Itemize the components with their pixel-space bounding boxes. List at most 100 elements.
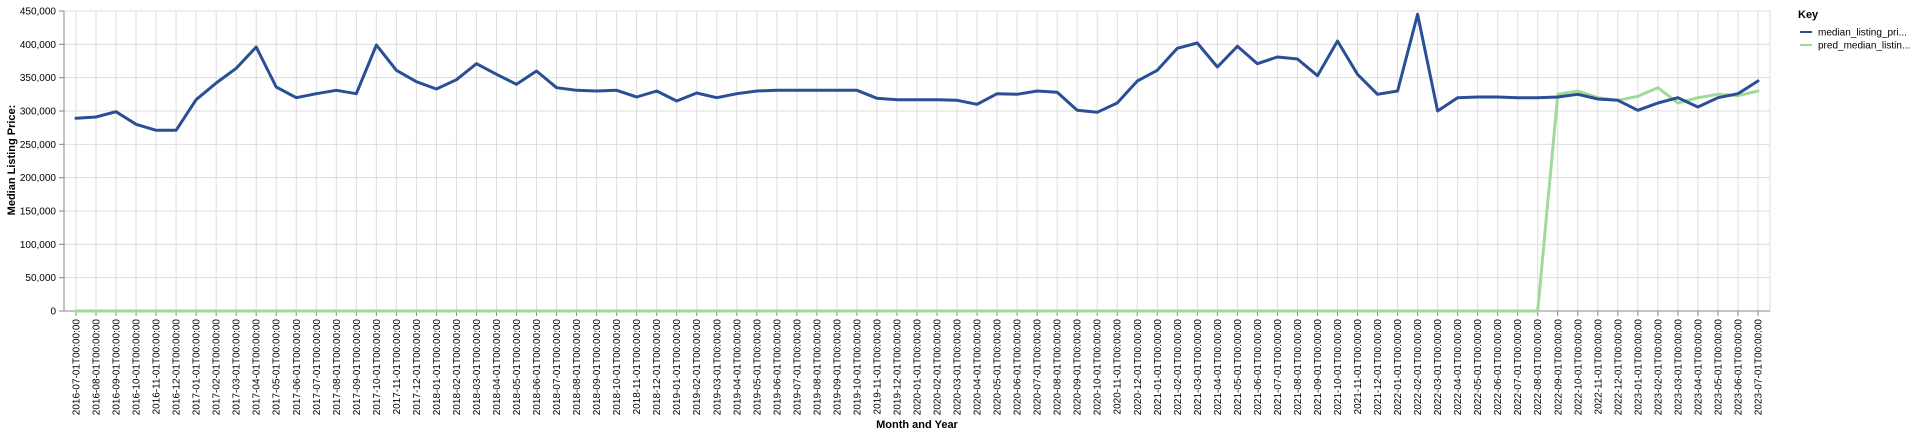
y-tick-label: 300,000	[20, 107, 57, 118]
x-tick-label: 2018-01-01T00:00:00	[432, 319, 443, 416]
x-tick-label: 2020-03-01T00:00:00	[953, 319, 964, 416]
x-tick-label: 2019-06-01T00:00:00	[772, 319, 783, 416]
x-tick-label: 2020-09-01T00:00:00	[1073, 319, 1084, 416]
x-tick-label: 2020-05-01T00:00:00	[993, 319, 1004, 416]
x-tick-label: 2017-03-01T00:00:00	[232, 319, 243, 416]
x-tick-label: 2017-04-01T00:00:00	[252, 319, 263, 416]
x-tick-label: 2019-02-01T00:00:00	[692, 319, 703, 416]
x-tick-label: 2017-05-01T00:00:00	[272, 319, 283, 416]
x-tick-label: 2018-06-01T00:00:00	[532, 319, 543, 416]
x-tick-label: 2016-12-01T00:00:00	[172, 319, 183, 416]
x-tick-label: 2023-05-01T00:00:00	[1713, 319, 1724, 416]
x-tick-label: 2023-07-01T00:00:00	[1754, 319, 1765, 416]
x-tick-label: 2021-05-01T00:00:00	[1233, 319, 1244, 416]
legend: Key median_listing_pri... pred_median_lis…	[1798, 9, 1910, 52]
x-axis-title: Month and Year	[876, 419, 958, 431]
x-tick-label: 2017-11-01T00:00:00	[392, 319, 403, 415]
x-tick-label: 2016-10-01T00:00:00	[132, 319, 143, 416]
x-tick-label: 2016-09-01T00:00:00	[112, 319, 123, 416]
x-tick-label: 2021-09-01T00:00:00	[1313, 319, 1324, 416]
x-tick-label: 2021-06-01T00:00:00	[1253, 319, 1264, 416]
x-tick-label: 2020-12-01T00:00:00	[1133, 319, 1144, 416]
x-tick-label: 2022-05-01T00:00:00	[1473, 319, 1484, 416]
x-tick-label: 2019-05-01T00:00:00	[752, 319, 763, 416]
x-tick-label: 2017-12-01T00:00:00	[412, 319, 423, 416]
x-tick-label: 2022-03-01T00:00:00	[1433, 319, 1444, 416]
x-tick-label: 2017-01-01T00:00:00	[192, 319, 203, 416]
x-tick-label: 2018-11-01T00:00:00	[632, 319, 643, 415]
x-tick-label: 2016-08-01T00:00:00	[92, 319, 103, 416]
y-tick-label: 150,000	[20, 207, 57, 218]
x-tick-label: 2017-09-01T00:00:00	[352, 319, 363, 416]
x-tick-label: 2019-01-01T00:00:00	[672, 319, 683, 416]
x-tick-label: 2019-07-01T00:00:00	[792, 319, 803, 416]
x-tick-label: 2021-07-01T00:00:00	[1273, 319, 1284, 416]
grid-layer	[63, 10, 1771, 312]
y-tick-label: 100,000	[20, 240, 57, 251]
legend-label: pred_median_listin...	[1818, 41, 1910, 52]
x-tick-label: 2019-03-01T00:00:00	[712, 319, 723, 416]
x-tick-label: 2022-08-01T00:00:00	[1533, 319, 1544, 416]
legend-title: Key	[1798, 9, 1819, 21]
x-tick-label: 2018-03-01T00:00:00	[472, 319, 483, 416]
x-tick-label: 2017-06-01T00:00:00	[292, 319, 303, 416]
x-tick-label: 2023-03-01T00:00:00	[1673, 319, 1684, 416]
x-tick-label: 2021-01-01T00:00:00	[1153, 319, 1164, 416]
x-tick-label: 2022-09-01T00:00:00	[1553, 319, 1564, 416]
y-tick-label: 200,000	[20, 173, 57, 184]
y-tick-label: 350,000	[20, 73, 57, 84]
x-tick-label: 2022-04-01T00:00:00	[1453, 319, 1464, 416]
x-tick-label: 2022-01-01T00:00:00	[1393, 319, 1404, 416]
x-tick-label: 2023-02-01T00:00:00	[1653, 319, 1664, 416]
x-tick-label: 2021-11-01T00:00:00	[1353, 319, 1364, 415]
y-tick-label: 450,000	[20, 7, 57, 18]
x-tick-label: 2022-11-01T00:00:00	[1593, 319, 1604, 415]
x-tick-label: 2018-02-01T00:00:00	[452, 319, 463, 416]
x-tick-label: 2017-10-01T00:00:00	[372, 319, 383, 416]
x-tick-label: 2019-12-01T00:00:00	[892, 319, 903, 416]
x-tick-label: 2022-06-01T00:00:00	[1493, 319, 1504, 416]
x-tick-label: 2018-09-01T00:00:00	[592, 319, 603, 416]
x-tick-label: 2023-01-01T00:00:00	[1633, 319, 1644, 416]
x-tick-label: 2022-07-01T00:00:00	[1513, 319, 1524, 416]
x-tick-label: 2020-01-01T00:00:00	[913, 319, 924, 416]
x-tick-label: 2021-04-01T00:00:00	[1213, 319, 1224, 416]
x-tick-label: 2019-08-01T00:00:00	[812, 319, 823, 416]
x-tick-label: 2021-08-01T00:00:00	[1293, 319, 1304, 416]
y-axis-title: Median Listing Price:	[6, 105, 18, 216]
legend-label: median_listing_pri...	[1818, 28, 1907, 39]
y-tick-label: 0	[50, 307, 56, 318]
x-tick-label: 2020-07-01T00:00:00	[1033, 319, 1044, 416]
x-tick-label: 2021-12-01T00:00:00	[1373, 319, 1384, 416]
x-tick-label: 2019-09-01T00:00:00	[832, 319, 843, 416]
x-tick-label: 2020-08-01T00:00:00	[1053, 319, 1064, 416]
y-tick-label: 50,000	[25, 273, 56, 284]
x-tick-label: 2016-11-01T00:00:00	[152, 319, 163, 415]
y-tick-label: 400,000	[20, 40, 57, 51]
x-tick-label: 2022-12-01T00:00:00	[1613, 319, 1624, 416]
x-tick-label: 2018-05-01T00:00:00	[512, 319, 523, 416]
x-tick-label: 2020-04-01T00:00:00	[973, 319, 984, 416]
x-tick-label: 2021-10-01T00:00:00	[1333, 319, 1344, 416]
x-tick-label: 2021-02-01T00:00:00	[1173, 319, 1184, 416]
x-tick-label: 2017-08-01T00:00:00	[332, 319, 343, 416]
x-tick-label: 2019-10-01T00:00:00	[852, 319, 863, 416]
x-tick-label: 2019-04-01T00:00:00	[732, 319, 743, 416]
series-line	[74, 86, 1760, 313]
x-tick-label: 2018-12-01T00:00:00	[652, 319, 663, 416]
series-line	[74, 12, 1760, 132]
x-tick-label: 2023-06-01T00:00:00	[1733, 319, 1744, 416]
x-tick-label: 2017-02-01T00:00:00	[212, 319, 223, 416]
series-layer	[74, 12, 1760, 313]
x-tick-label: 2022-10-01T00:00:00	[1573, 319, 1584, 416]
x-tick-label: 2018-08-01T00:00:00	[572, 319, 583, 416]
x-tick-label: 2019-11-01T00:00:00	[872, 319, 883, 415]
y-tick-label: 250,000	[20, 140, 57, 151]
x-tick-label: 2018-07-01T00:00:00	[552, 319, 563, 416]
x-tick-label: 2020-11-01T00:00:00	[1113, 319, 1124, 415]
x-tick-label: 2022-02-01T00:00:00	[1413, 319, 1424, 416]
x-tick-label: 2020-02-01T00:00:00	[933, 319, 944, 416]
x-tick-label: 2020-10-01T00:00:00	[1093, 319, 1104, 416]
x-tick-label: 2020-06-01T00:00:00	[1013, 319, 1024, 416]
